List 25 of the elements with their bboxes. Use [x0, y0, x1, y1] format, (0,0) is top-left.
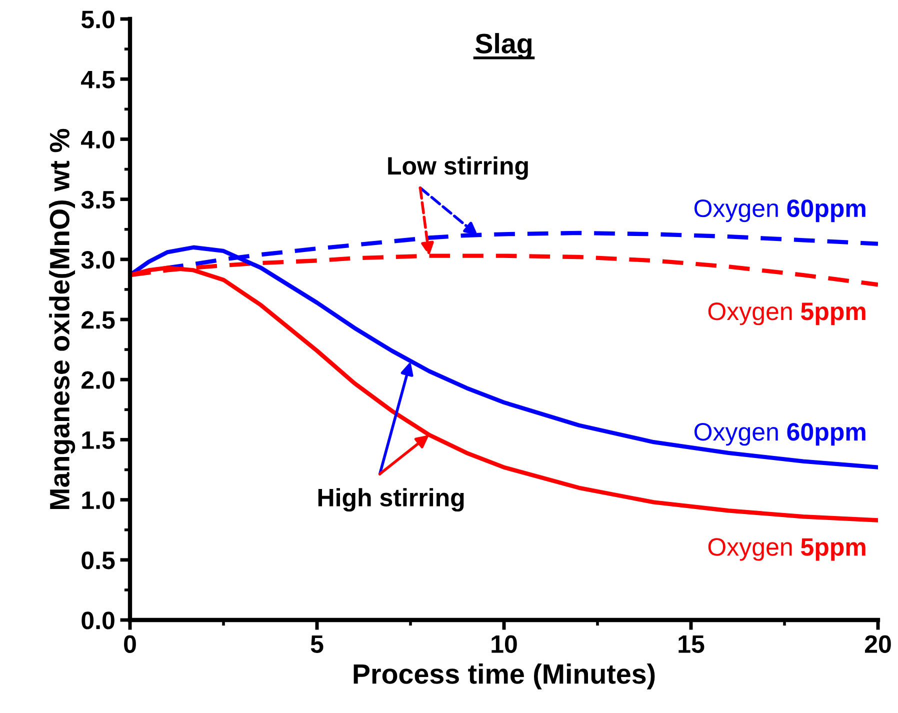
series-label: Oxygen 5ppm	[708, 538, 866, 561]
y-tick-label: 5.0	[81, 10, 114, 28]
x-tick-label: 10	[492, 635, 517, 653]
x-tick-label: 20	[864, 635, 891, 653]
y-tick-label: 1.0	[82, 491, 114, 510]
annotation: High stirring	[318, 488, 464, 512]
y-tick-label: 3.5	[81, 190, 115, 209]
x-tick-label: 0	[124, 635, 136, 653]
y-tick-label: 4.5	[81, 70, 115, 88]
series-label: Oxygen 5ppm	[708, 302, 866, 326]
y-tick-label: 2.5	[82, 311, 115, 329]
y-tick-label: 0.0	[82, 612, 114, 630]
y-tick-label: 2.0	[82, 371, 114, 389]
y-tick-label: 4.0	[81, 130, 114, 149]
y-tick-label: 3.0	[81, 251, 114, 269]
x-tick-label: 15	[678, 636, 704, 653]
annotation: Low stirring	[388, 156, 528, 180]
series-label: Oxygen 60ppm	[694, 199, 866, 222]
x-axis-title: Process time (Minutes)	[354, 663, 655, 690]
y-tick-label: 0.5	[82, 552, 115, 570]
y-tick-label: 1.5	[82, 432, 115, 450]
y-axis-title: Manganese oxide(MnO) wt %	[49, 128, 76, 510]
chart-title: Slag	[475, 33, 532, 60]
series-label: Oxygen 60ppm	[694, 423, 866, 446]
x-tick-label: 5	[310, 636, 324, 653]
